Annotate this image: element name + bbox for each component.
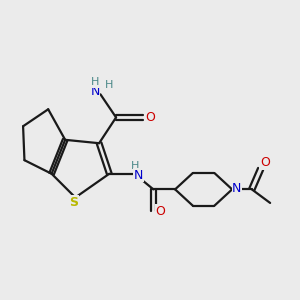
Text: O: O <box>260 156 270 170</box>
Text: N: N <box>232 182 242 195</box>
Text: N: N <box>90 85 100 98</box>
Text: O: O <box>145 111 155 124</box>
Text: H: H <box>104 80 113 90</box>
Text: O: O <box>155 205 165 218</box>
Text: H: H <box>131 160 139 171</box>
Text: H: H <box>91 77 99 87</box>
Text: N: N <box>134 169 143 182</box>
Text: S: S <box>70 196 79 209</box>
